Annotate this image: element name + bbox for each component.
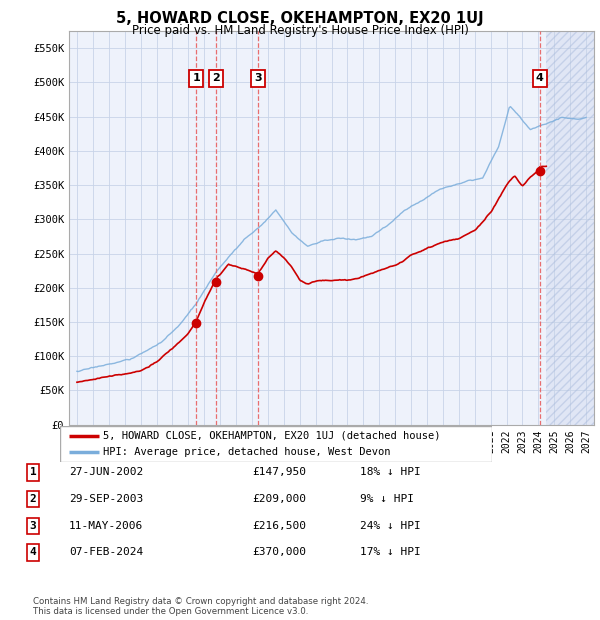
Text: 2: 2 [212, 73, 220, 83]
Text: £147,950: £147,950 [252, 467, 306, 477]
Text: £370,000: £370,000 [252, 547, 306, 557]
Text: 18% ↓ HPI: 18% ↓ HPI [360, 467, 421, 477]
Text: 1: 1 [29, 467, 37, 477]
Text: 11-MAY-2006: 11-MAY-2006 [69, 521, 143, 531]
Text: 3: 3 [254, 73, 262, 83]
Text: 5, HOWARD CLOSE, OKEHAMPTON, EX20 1UJ (detached house): 5, HOWARD CLOSE, OKEHAMPTON, EX20 1UJ (d… [103, 431, 440, 441]
Text: This data is licensed under the Open Government Licence v3.0.: This data is licensed under the Open Gov… [33, 607, 308, 616]
Text: £209,000: £209,000 [252, 494, 306, 504]
Text: 4: 4 [536, 73, 544, 83]
FancyBboxPatch shape [60, 426, 492, 462]
Text: 24% ↓ HPI: 24% ↓ HPI [360, 521, 421, 531]
Text: 5, HOWARD CLOSE, OKEHAMPTON, EX20 1UJ: 5, HOWARD CLOSE, OKEHAMPTON, EX20 1UJ [116, 11, 484, 26]
Text: 29-SEP-2003: 29-SEP-2003 [69, 494, 143, 504]
Text: 07-FEB-2024: 07-FEB-2024 [69, 547, 143, 557]
Text: 27-JUN-2002: 27-JUN-2002 [69, 467, 143, 477]
Bar [546, 31, 594, 425]
Text: 4: 4 [29, 547, 37, 557]
Text: 17% ↓ HPI: 17% ↓ HPI [360, 547, 421, 557]
Bar [546, 31, 594, 425]
Text: HPI: Average price, detached house, West Devon: HPI: Average price, detached house, West… [103, 447, 391, 457]
Text: Contains HM Land Registry data © Crown copyright and database right 2024.: Contains HM Land Registry data © Crown c… [33, 597, 368, 606]
Text: 3: 3 [29, 521, 37, 531]
Text: 1: 1 [192, 73, 200, 83]
Text: 2: 2 [29, 494, 37, 504]
Text: Price paid vs. HM Land Registry's House Price Index (HPI): Price paid vs. HM Land Registry's House … [131, 24, 469, 37]
Text: £216,500: £216,500 [252, 521, 306, 531]
Text: 9% ↓ HPI: 9% ↓ HPI [360, 494, 414, 504]
